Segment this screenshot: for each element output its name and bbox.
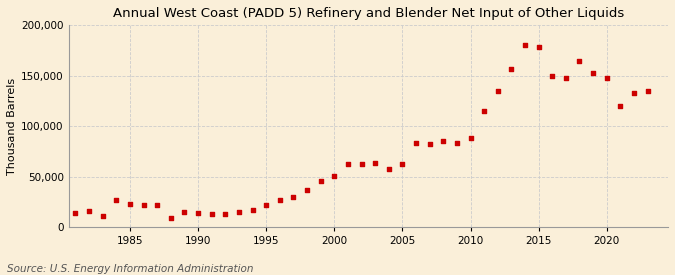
Point [642, 89, 653, 93]
Point [383, 166, 394, 171]
Y-axis label: Thousand Barrels: Thousand Barrels [7, 78, 17, 175]
Point [84, 209, 95, 213]
Point [111, 198, 122, 202]
Point [465, 136, 476, 141]
Point [274, 198, 285, 202]
Point [520, 43, 531, 48]
Point [410, 141, 421, 145]
Point [370, 161, 381, 166]
Point [560, 76, 571, 80]
Point [288, 195, 299, 199]
Point [601, 76, 612, 80]
Point [192, 211, 203, 215]
Point [615, 104, 626, 108]
Point [302, 188, 313, 192]
Point [247, 208, 258, 212]
Point [124, 202, 135, 206]
Point [138, 203, 149, 207]
Point [179, 210, 190, 214]
Point [397, 162, 408, 167]
Point [438, 139, 449, 144]
Point [628, 91, 639, 95]
Point [588, 70, 599, 75]
Point [165, 216, 176, 220]
Point [70, 211, 81, 215]
Point [207, 212, 217, 216]
Point [533, 45, 544, 50]
Point [342, 162, 353, 167]
Point [329, 173, 340, 178]
Point [506, 67, 517, 71]
Title: Annual West Coast (PADD 5) Refinery and Blender Net Input of Other Liquids: Annual West Coast (PADD 5) Refinery and … [113, 7, 624, 20]
Point [97, 214, 108, 218]
Point [220, 212, 231, 216]
Point [356, 162, 367, 167]
Point [492, 89, 503, 93]
Point [547, 73, 558, 78]
Point [479, 109, 489, 113]
Point [574, 58, 585, 63]
Text: Source: U.S. Energy Information Administration: Source: U.S. Energy Information Administ… [7, 264, 253, 274]
Point [261, 203, 271, 207]
Point [424, 142, 435, 147]
Point [315, 178, 326, 183]
Point [152, 203, 163, 207]
Point [452, 141, 462, 145]
Point [234, 210, 244, 214]
